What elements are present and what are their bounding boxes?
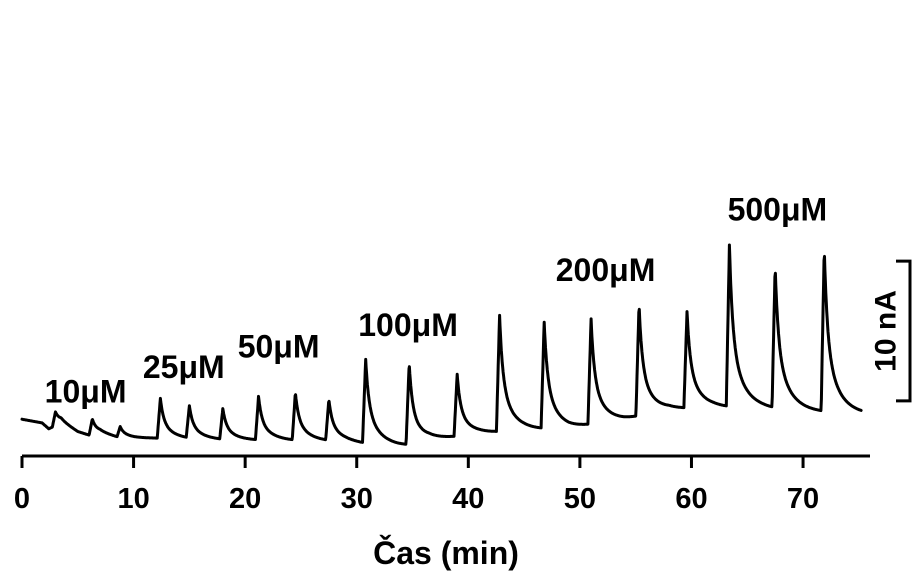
x-tick-label: 70	[787, 483, 819, 515]
concentration-labels: 10μM 25μM 50μM 100μM 200μM 500μM	[45, 192, 828, 410]
concentration-label: 200μM	[556, 252, 656, 288]
peak-point	[822, 248, 826, 252]
x-tick-label: 60	[675, 483, 707, 515]
x-tick-label: 30	[341, 483, 373, 515]
concentration-label: 25μM	[143, 349, 225, 385]
concentration-label: 100μM	[358, 307, 458, 343]
scale-bar: 10 nA	[870, 259, 912, 403]
x-axis-label: Čas (min)	[373, 535, 519, 571]
x-ticks: 0 10 20 30 40 50 60 70	[14, 456, 819, 515]
current-trace	[20, 243, 863, 446]
x-tick-label: 10	[117, 483, 149, 515]
x-tick-label: 0	[14, 483, 30, 515]
peak-point	[637, 303, 641, 307]
concentration-label: 10μM	[45, 373, 127, 409]
x-tick-label: 40	[452, 483, 484, 515]
x-tick-label: 50	[564, 483, 596, 515]
x-tick-label: 20	[229, 483, 261, 515]
concentration-label: 500μM	[728, 192, 828, 228]
x-axis: 0 10 20 30 40 50 60 70 Čas (min)	[14, 454, 870, 571]
peak-point	[773, 266, 777, 270]
scale-bar-line	[896, 259, 912, 403]
scale-bar-label: 10 nA	[870, 290, 903, 372]
concentration-label: 50μM	[238, 328, 320, 364]
